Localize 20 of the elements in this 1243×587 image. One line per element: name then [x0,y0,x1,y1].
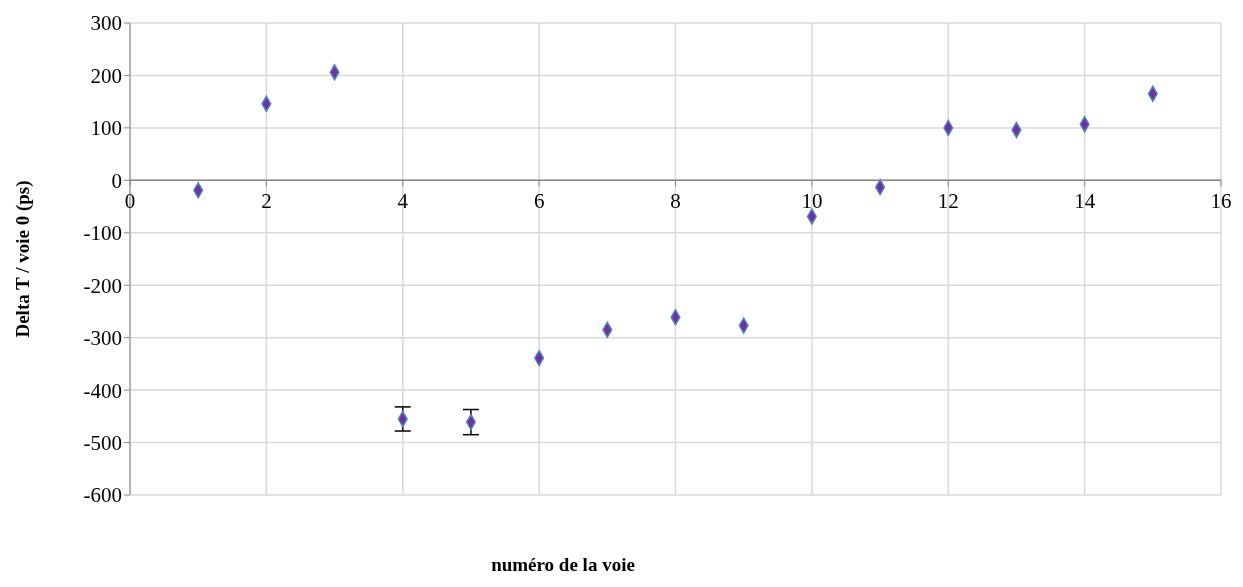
y-tick-label: -600 [83,483,122,508]
y-tick-label: 100 [90,116,122,141]
y-tick-label: 300 [90,11,122,36]
x-tick-label: 6 [533,189,545,214]
x-tick-label: 16 [1210,189,1232,214]
x-tick-label: 14 [1074,189,1096,214]
y-axis-title: Delta T / voie 0 (ps) [11,180,34,338]
x-tick-label: 2 [261,189,272,214]
y-tick-label: -300 [83,326,122,351]
y-tick-label: -100 [83,221,122,246]
x-tick-label: 10 [801,189,823,214]
y-tick-label: 200 [90,63,122,88]
y-tick-label: 0 [111,168,122,193]
y-tick-label: -500 [83,431,122,456]
y-tick-label: -200 [83,273,122,298]
x-tick-label: 12 [937,189,959,214]
x-axis-title: numéro de la voie [490,554,636,576]
x-tick-label: 4 [397,189,409,214]
y-tick-label: -400 [83,378,122,403]
x-tick-label: 8 [670,189,681,214]
